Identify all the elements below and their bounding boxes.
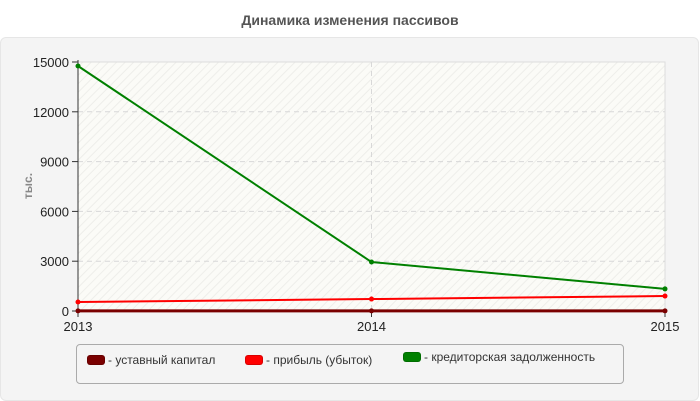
- legend-swatch: [403, 352, 421, 362]
- chart-title: Динамика изменения пассивов: [241, 12, 459, 28]
- y-tick-label: 0: [62, 304, 69, 319]
- series-lines: [75, 63, 668, 314]
- gridlines: [78, 62, 665, 311]
- legend-label: - уставный капитал: [108, 353, 216, 367]
- data-point[interactable]: [75, 63, 81, 69]
- x-tick-label: 2015: [651, 319, 680, 334]
- legend-item-profit[interactable]: - прибыль (убыток): [245, 353, 372, 367]
- legend-label: - кредиторская задолженность: [424, 350, 596, 364]
- x-tick-label: 2013: [64, 319, 93, 334]
- x-tick-label: 2014: [357, 319, 386, 334]
- data-point[interactable]: [369, 308, 374, 314]
- y-tick-label: 9000: [40, 155, 69, 170]
- x-tick-labels: 2013 2014 2015: [64, 319, 680, 334]
- y-tick-label: 12000: [33, 105, 69, 120]
- legend-item-charter-capital[interactable]: - уставный капитал: [87, 353, 215, 367]
- data-point[interactable]: [75, 308, 81, 314]
- data-point[interactable]: [369, 296, 374, 302]
- y-tick-label: 6000: [40, 204, 69, 219]
- data-point[interactable]: [662, 308, 668, 314]
- data-point[interactable]: [662, 286, 668, 292]
- y-tick-labels: 0 3000 6000 9000 12000 15000: [33, 55, 69, 319]
- legend-item-payables[interactable]: - кредиторская задолженность: [403, 350, 595, 364]
- data-point[interactable]: [662, 293, 668, 299]
- legend-swatch: [87, 355, 105, 365]
- legend: - уставный капитал - прибыль (убыток) - …: [76, 344, 624, 384]
- data-point[interactable]: [369, 259, 374, 265]
- legend-label: - прибыль (убыток): [266, 353, 373, 367]
- y-axis-label: тыс.: [21, 173, 35, 199]
- y-tick-label: 3000: [40, 254, 69, 269]
- data-point[interactable]: [75, 299, 81, 305]
- legend-swatch: [245, 355, 263, 365]
- y-tick-label: 15000: [33, 55, 69, 70]
